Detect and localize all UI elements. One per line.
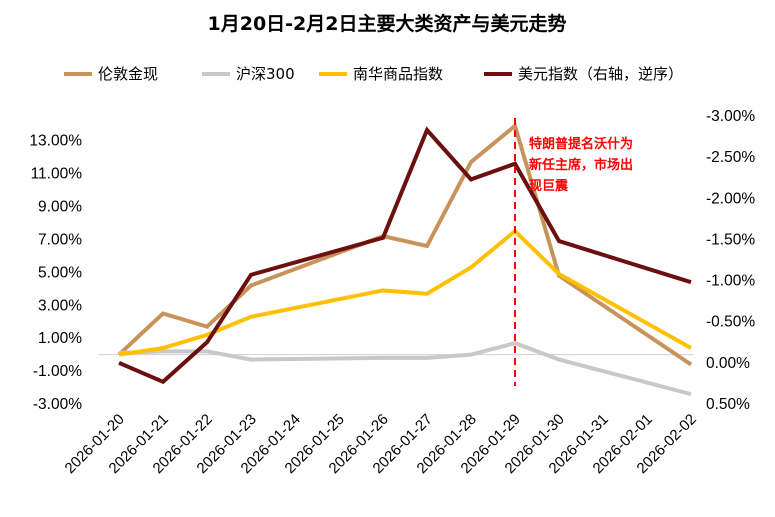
left-tick-label: -1.00% [33,363,82,380]
series-line-3 [118,228,692,357]
legend-label: 伦敦金现 [98,65,158,83]
right-tick-label: -0.50% [706,314,755,331]
left-tick-label: 11.00% [31,166,83,183]
left-tick-label: 1.00% [38,330,82,347]
right-tick-label: 0.50% [706,396,750,413]
right-tick-label: -3.00% [706,108,755,125]
right-tick-label: -1.50% [706,231,755,248]
right-tick-label: 0.00% [706,355,750,372]
legend-label: 沪深300 [236,65,295,83]
left-tick-label: 9.00% [38,199,82,216]
annotation-text-line: 现巨震 [529,179,569,194]
right-tick-label: -1.00% [706,273,755,290]
series-line-2 [118,341,692,397]
legend-label: 南华商品指数 [353,65,443,83]
left-tick-label: -3.00% [33,396,82,413]
left-tick-label: 3.00% [38,297,82,314]
left-tick-label: 5.00% [38,264,82,281]
legend-label: 美元指数（右轴，逆序） [518,65,683,83]
annotation-text-line: 特朗普提名沃什为 [529,136,633,152]
series-line-4 [118,126,692,385]
left-tick-label: 13.00% [29,133,82,150]
series-layer [117,122,693,397]
legend: 伦敦金现 沪深300 南华商品指数 美元指数（右轴，逆序） [64,65,683,83]
right-tick-label: -2.50% [706,149,755,166]
chart-title: 1月20日-2月2日主要大类资产与美元走势 [208,12,567,35]
annotation-text-line: 新任主席，市场出 [529,157,633,173]
left-tick-label: 7.00% [38,231,82,248]
right-tick-label: -2.00% [706,190,755,207]
